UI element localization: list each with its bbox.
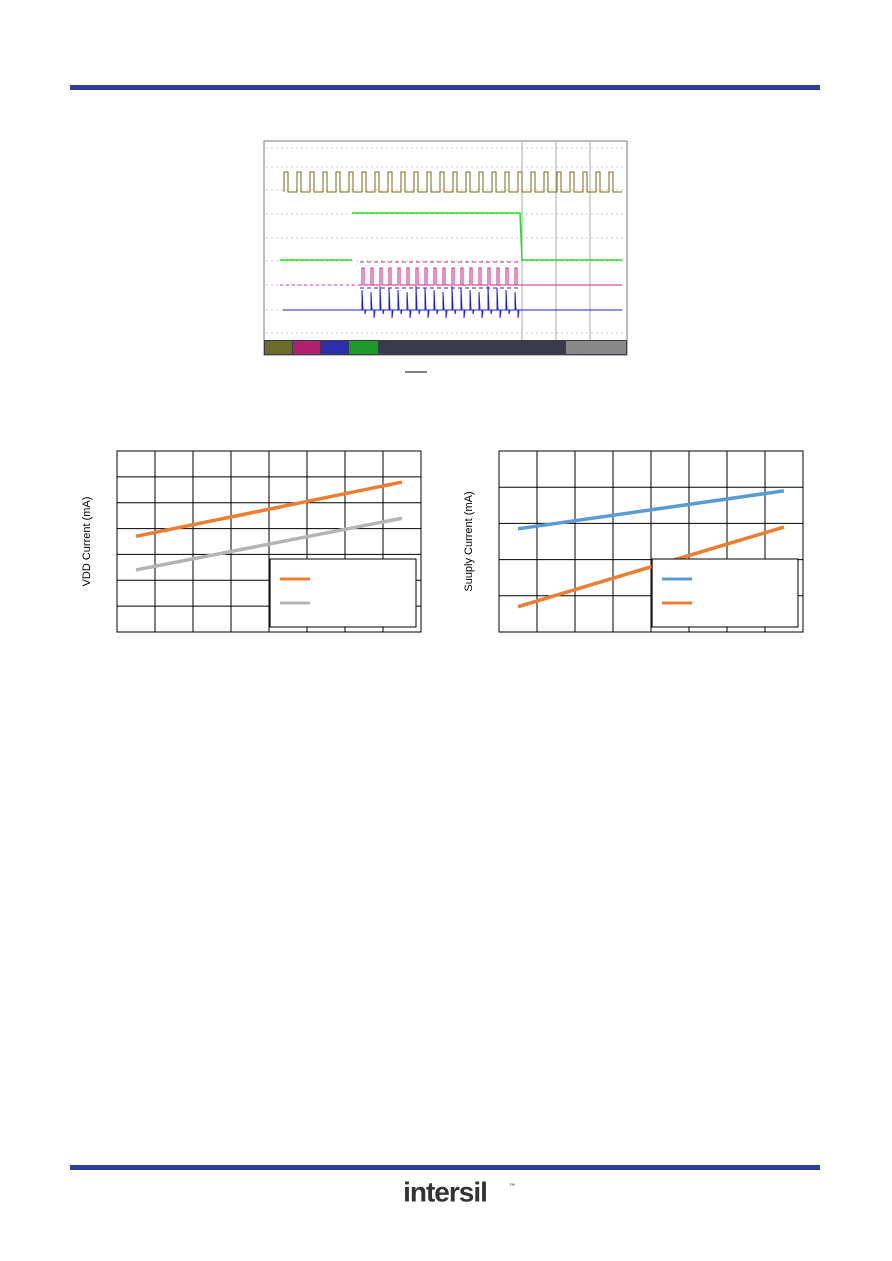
footer-bar	[70, 1165, 820, 1170]
series-line	[135, 480, 403, 539]
scope-ch2	[293, 341, 320, 354]
scope-timebase	[566, 341, 626, 354]
y-axis-label: VDD Current (mA)	[81, 497, 93, 587]
header-bar	[70, 85, 820, 90]
legend-box	[651, 558, 799, 628]
scope-trace-blue	[283, 285, 622, 319]
scope-ch1	[265, 341, 292, 354]
logo: intersil	[403, 1176, 487, 1207]
series-line	[517, 489, 785, 531]
plot-frame	[116, 450, 422, 633]
logo-trademark: ™	[509, 1183, 515, 1190]
scope-trace-green	[280, 212, 622, 261]
series-line	[517, 525, 785, 609]
scope-trace-magenta	[360, 267, 622, 286]
plot-frame	[498, 450, 804, 633]
scope-frame	[263, 140, 628, 356]
legend-box	[269, 558, 417, 628]
scope-ch3	[321, 341, 348, 354]
scope-ch4	[349, 341, 378, 354]
series-line	[135, 516, 403, 572]
oscilloscope-capture	[263, 140, 628, 356]
scope-trace-yellow	[283, 171, 622, 193]
y-axis-label: Suuply Current (mA)	[463, 491, 475, 591]
